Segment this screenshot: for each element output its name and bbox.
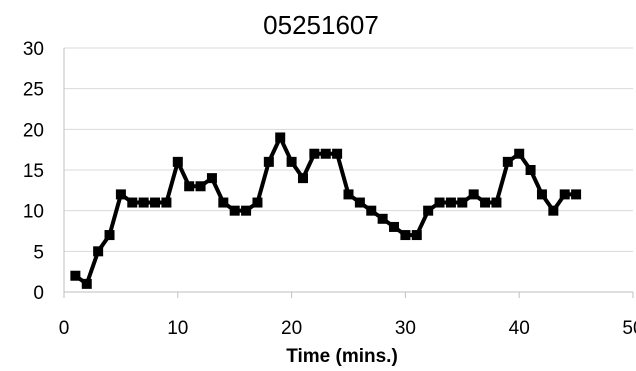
data-point — [206, 173, 217, 184]
data-point — [252, 197, 263, 208]
data-point — [138, 197, 149, 208]
data-point — [150, 197, 161, 208]
x-tick-label: 30 — [395, 318, 416, 339]
data-point — [184, 181, 195, 192]
x-tick-label: 0 — [59, 318, 70, 339]
data-point — [195, 181, 206, 192]
data-point — [423, 205, 434, 216]
y-tick-labels: 0 5 10 15 20 25 30 — [23, 39, 44, 304]
data-point — [229, 205, 240, 216]
data-point — [320, 148, 331, 159]
y-tick-label: 0 — [33, 283, 44, 304]
data-point — [468, 189, 479, 200]
data-point — [275, 132, 286, 143]
data-point — [354, 197, 365, 208]
data-point — [366, 205, 377, 216]
y-tick-label: 5 — [33, 242, 44, 263]
data-point — [241, 205, 252, 216]
data-point — [434, 197, 445, 208]
data-point — [70, 270, 81, 281]
x-tick-label: 10 — [167, 318, 188, 339]
y-tick-label: 30 — [23, 39, 44, 60]
data-point — [115, 189, 126, 200]
y-tick-label: 20 — [23, 120, 44, 141]
data-point — [491, 197, 502, 208]
y-tick-label: 15 — [23, 161, 44, 182]
data-point — [400, 230, 411, 241]
data-point — [161, 197, 172, 208]
data-point — [548, 205, 559, 216]
gridlines — [64, 47, 633, 252]
series-group — [70, 132, 582, 289]
data-point — [297, 173, 308, 184]
data-point — [172, 156, 183, 167]
x-tick-label: 50 — [622, 318, 636, 339]
data-point — [514, 148, 525, 159]
data-point — [525, 165, 536, 175]
data-point — [343, 189, 354, 200]
x-tick-label: 20 — [281, 318, 302, 339]
x-tick-labels: 0 10 20 30 40 50 — [59, 318, 636, 339]
data-point — [309, 148, 320, 159]
data-point — [104, 230, 115, 241]
data-point — [480, 197, 491, 208]
x-tick-label: 40 — [509, 318, 530, 339]
data-point — [389, 221, 400, 232]
y-tick-label: 25 — [23, 80, 44, 101]
data-point — [411, 230, 422, 241]
data-point — [571, 189, 582, 200]
data-point — [332, 148, 343, 159]
data-point — [263, 156, 274, 167]
chart-title: 05251607 — [263, 10, 379, 40]
data-point — [377, 213, 388, 224]
data-point — [445, 197, 456, 208]
data-point — [559, 189, 570, 200]
data-point — [286, 156, 297, 167]
data-point — [127, 197, 138, 208]
data-point — [93, 246, 104, 257]
data-point — [457, 197, 468, 208]
x-axis-label: Time (mins.) — [286, 346, 398, 367]
y-tick-label: 10 — [23, 202, 44, 223]
data-point — [536, 189, 547, 200]
data-point — [218, 197, 229, 208]
axes — [63, 48, 634, 298]
data-point — [81, 278, 92, 289]
data-point — [502, 156, 513, 167]
